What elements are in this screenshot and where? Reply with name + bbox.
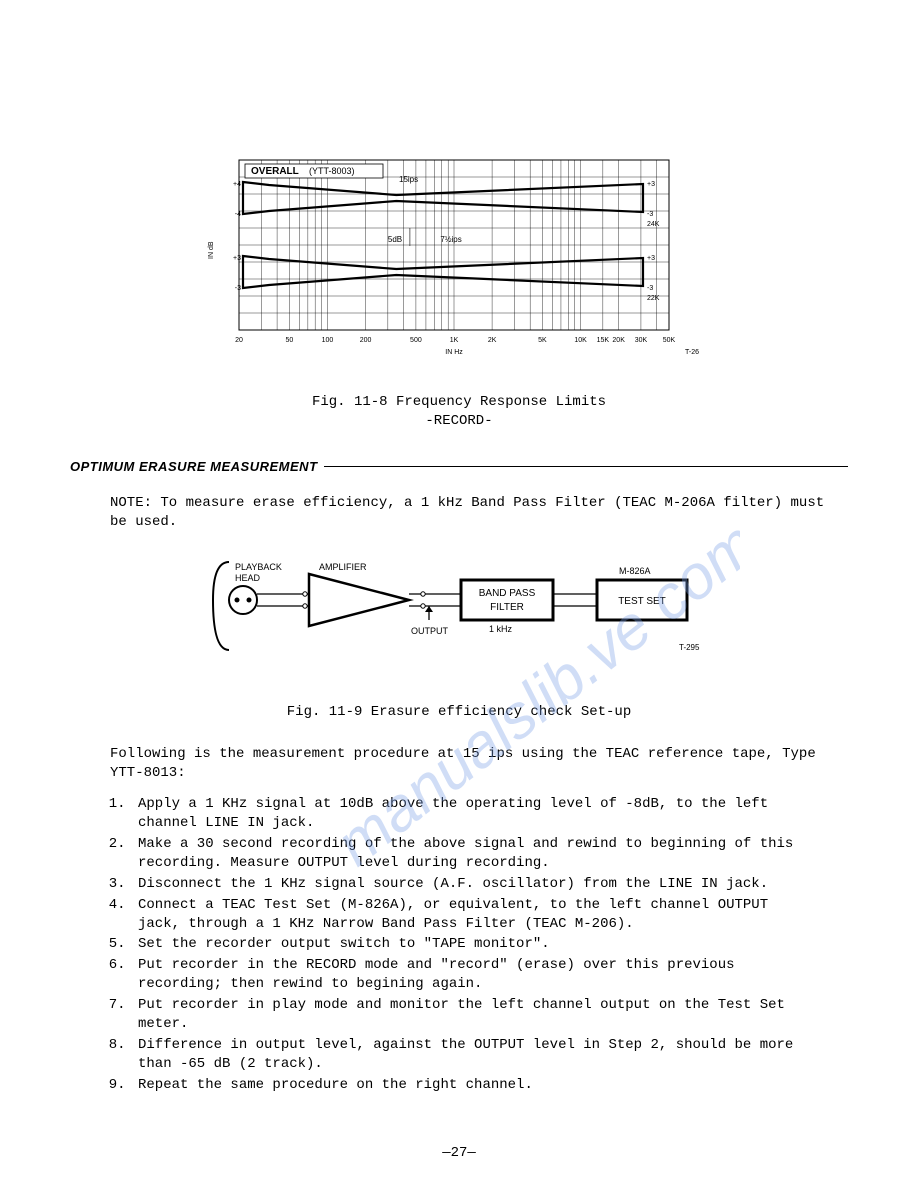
svg-text:500: 500: [410, 337, 422, 344]
svg-text:-3: -3: [647, 285, 653, 292]
svg-text:AMPLIFIER: AMPLIFIER: [319, 562, 367, 572]
svg-text:50K: 50K: [663, 337, 676, 344]
svg-text:HEAD: HEAD: [235, 573, 261, 583]
svg-text:30K: 30K: [635, 337, 648, 344]
svg-text:15K: 15K: [597, 337, 610, 344]
step-2: Make a 30 second recording of the above …: [134, 835, 818, 873]
svg-text:-3: -3: [647, 211, 653, 218]
svg-text:20K: 20K: [612, 337, 625, 344]
svg-text:10K: 10K: [574, 337, 587, 344]
svg-text:1 kHz: 1 kHz: [489, 624, 513, 634]
fig-11-8-caption: Fig. 11-8 Frequency Response Limits -REC…: [70, 393, 848, 431]
svg-text:BAND PASS: BAND PASS: [479, 588, 536, 599]
svg-text:20: 20: [235, 337, 243, 344]
svg-text:+4: +4: [233, 181, 241, 188]
svg-text:OVERALL: OVERALL: [251, 166, 299, 177]
svg-text:-4: -4: [235, 211, 241, 218]
svg-text:T-26: T-26: [685, 349, 699, 356]
step-8: Difference in output level, against the …: [134, 1036, 818, 1074]
svg-text:50: 50: [285, 337, 293, 344]
procedure-list: Apply a 1 KHz signal at 10dB above the o…: [110, 795, 818, 1094]
svg-text:FILTER: FILTER: [490, 602, 524, 613]
svg-text:+3: +3: [647, 255, 655, 262]
svg-text:5dB: 5dB: [388, 235, 402, 244]
section-title: OPTIMUM ERASURE MEASUREMENT: [70, 459, 318, 474]
svg-text:2K: 2K: [488, 337, 497, 344]
page-number: —27—: [70, 1145, 848, 1161]
svg-text:7½ips: 7½ips: [440, 235, 461, 244]
fig8-line1: Fig. 11-8 Frequency Response Limits: [312, 394, 606, 410]
section-rule: [324, 466, 848, 467]
svg-text:TEST SET: TEST SET: [618, 596, 666, 607]
svg-text:200: 200: [360, 337, 372, 344]
step-6: Put recorder in the RECORD mode and "rec…: [134, 956, 818, 994]
svg-text:100: 100: [322, 337, 334, 344]
intro-paragraph: Following is the measurement procedure a…: [110, 745, 848, 783]
fig8-line2: -RECORD-: [425, 413, 492, 429]
svg-text:T-295: T-295: [679, 643, 700, 652]
note-paragraph: NOTE: To measure erase efficiency, a 1 k…: [110, 494, 848, 532]
svg-text:+3: +3: [233, 255, 241, 262]
step-9: Repeat the same procedure on the right c…: [134, 1076, 818, 1095]
svg-text:M-826A: M-826A: [619, 566, 651, 576]
fig-11-9-caption: Fig. 11-9 Erasure efficiency check Set-u…: [70, 703, 848, 722]
svg-text:1K: 1K: [450, 337, 459, 344]
svg-text:24K: 24K: [647, 221, 660, 228]
step-5: Set the recorder output switch to "TAPE …: [134, 935, 818, 954]
step-3: Disconnect the 1 KHz signal source (A.F.…: [134, 875, 818, 894]
svg-text:IN dB: IN dB: [208, 241, 215, 259]
page-root: manualslib.ve com OVERALL(YTT-8003)15ips…: [0, 0, 918, 1201]
svg-text:OUTPUT: OUTPUT: [411, 626, 449, 636]
svg-text:-3: -3: [235, 285, 241, 292]
step-1: Apply a 1 KHz signal at 10dB above the o…: [134, 795, 818, 833]
block-diagram: PLAYBACKHEAD AMPLIFIER OUTPUT BAND PASS FILT…: [199, 550, 719, 685]
step-7: Put recorder in play mode and monitor th…: [134, 996, 818, 1034]
svg-text:PLAYBACK: PLAYBACK: [235, 562, 282, 572]
svg-text:IN Hz: IN Hz: [445, 349, 463, 356]
svg-text:(YTT-8003): (YTT-8003): [309, 166, 355, 176]
section-header: OPTIMUM ERASURE MEASUREMENT: [70, 459, 848, 474]
svg-text:+3: +3: [647, 181, 655, 188]
freq-response-chart: OVERALL (YTT-8003) 15ips +4 -4 +3 -3 24K +3 -3 +3 -…: [199, 150, 719, 375]
svg-text:15ips: 15ips: [399, 175, 418, 184]
svg-text:22K: 22K: [647, 295, 660, 302]
step-4: Connect a TEAC Test Set (M-826A), or equ…: [134, 896, 818, 934]
svg-text:5K: 5K: [538, 337, 547, 344]
